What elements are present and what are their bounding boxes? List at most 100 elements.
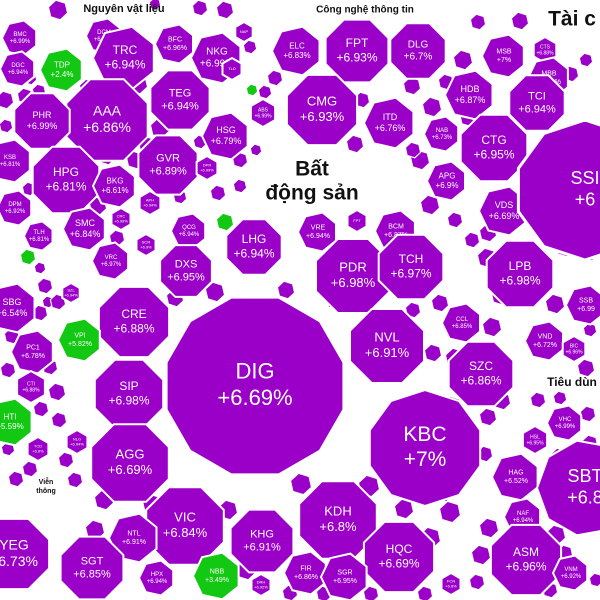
stock-cell-vhc[interactable]: VHC+6.99% — [545, 404, 583, 442]
stock-cell-dpm[interactable]: DPM+6.92% — [0, 189, 33, 227]
stock-cell-szc[interactable]: SZC+6.86% — [447, 340, 515, 408]
stock-cell-ctg[interactable]: CTG+6.95% — [459, 113, 529, 183]
stock-cell-small[interactable] — [416, 585, 434, 600]
stock-cell-szl[interactable]: SZL+6.94% — [61, 281, 81, 305]
stock-cell-small[interactable] — [578, 52, 594, 68]
stock-cell-fpt[interactable]: FPT — [346, 208, 368, 234]
stock-cell-scr[interactable]: SCR+6.9% — [135, 232, 157, 258]
stock-cell-vds[interactable]: VDS+6.69% — [477, 185, 528, 237]
stock-cell-ksb[interactable]: KSB+6.81% — [0, 138, 31, 184]
stock-cell-dlg[interactable]: DLG+6.7% — [389, 22, 447, 80]
stock-cell-tch[interactable]: TCH+6.97% — [377, 233, 445, 301]
stock-cell-sgr[interactable]: SGR+6.95% — [319, 552, 368, 600]
stock-cell-vpi[interactable]: VPI+5.82% — [56, 317, 101, 363]
stock-cell-agg[interactable]: AGG+6.69% — [90, 423, 170, 503]
stock-cell-tlh[interactable]: TLH+6.81% — [22, 220, 54, 252]
stock-cell-vnm[interactable]: VNM+6.92% — [551, 554, 589, 592]
stock-cell-small[interactable] — [404, 141, 422, 159]
stock-cell-hpx[interactable]: HPX+6.94% — [137, 559, 175, 597]
stock-cell-tdp[interactable]: TDP+2.4% — [38, 47, 83, 93]
stock-cell-apg[interactable]: APG+6.9% — [425, 160, 466, 202]
stock-cell-aph[interactable]: APH+6.94% — [138, 189, 162, 217]
stock-cell-fcn[interactable]: FCN+6.8% — [440, 571, 462, 597]
stock-cell-small[interactable] — [19, 248, 37, 266]
stock-cell-small[interactable] — [468, 573, 486, 591]
stock-cell-small[interactable] — [215, 0, 235, 20]
stock-cell-small[interactable] — [276, 280, 296, 300]
stock-cell-small[interactable] — [33, 261, 47, 275]
stock-cell-dig[interactable]: DIG+6.69% — [164, 295, 346, 477]
stock-cell-vnd[interactable]: VND+6.72% — [523, 320, 564, 362]
stock-cell-small[interactable] — [452, 49, 474, 71]
stock-cell-lpb[interactable]: LPB+6.98% — [485, 239, 555, 309]
stock-cell-cmg[interactable]: CMG+6.93% — [285, 73, 359, 147]
stock-cell-bic[interactable]: BIC+6.96% — [561, 334, 587, 364]
stock-cell-hdb[interactable]: HDB+6.87% — [443, 69, 494, 121]
stock-cell-small[interactable] — [463, 231, 481, 249]
stock-cell-ntl[interactable]: NTL+6.91% — [107, 512, 158, 564]
stock-cell-hqc[interactable]: HQC+6.69% — [362, 520, 436, 594]
stock-cell-small[interactable] — [0, 118, 14, 134]
stock-cell-small[interactable] — [469, 13, 487, 31]
stock-cell-bfc[interactable]: BFC+6.96% — [153, 23, 194, 65]
stock-cell-small[interactable] — [50, 411, 68, 429]
stock-cell-ssb[interactable]: SSB+6.99 — [564, 284, 600, 326]
stock-cell-ccl[interactable]: CCL+6.85% — [440, 302, 481, 344]
stock-cell-small[interactable] — [404, 301, 422, 319]
stock-cell-ssi[interactable]: SSI+6 — [516, 118, 600, 262]
stock-cell-nap[interactable]: NAP — [234, 20, 254, 44]
stock-cell-hpg[interactable]: HPG+6.81% — [31, 145, 101, 215]
stock-cell-teg[interactable]: TEG +6.94% — [149, 69, 211, 131]
stock-cell-small[interactable] — [0, 90, 15, 110]
stock-cell-aaa[interactable]: AAA+6.86% — [65, 78, 149, 162]
stock-cell-small[interactable] — [510, 11, 530, 31]
stock-cell-small[interactable] — [47, 382, 67, 402]
stock-cell-small[interactable] — [576, 358, 596, 378]
stock-cell-sgt[interactable]: SGT +6.85% — [59, 535, 125, 600]
stock-cell-cti[interactable]: CTI+6.88% — [16, 369, 46, 405]
stock-cell-yeg[interactable]: YEG+6.73% — [0, 517, 51, 591]
stock-cell-small[interactable] — [579, 405, 597, 423]
stock-cell-nab[interactable]: NAB+6.73% — [422, 115, 460, 153]
stock-cell-small[interactable] — [588, 572, 600, 588]
stock-cell-dgc[interactable]: DGC+6.94% — [0, 50, 36, 88]
stock-cell-bkg[interactable]: BKG+6.61% — [91, 163, 136, 209]
stock-cell-kbc[interactable]: KBC+7% — [368, 388, 482, 508]
stock-cell-fpt[interactable]: FPT+6.93% — [324, 18, 390, 84]
stock-cell-small[interactable] — [438, 500, 462, 524]
stock-cell-lhg[interactable]: LHG+6.94% — [225, 218, 283, 276]
stock-cell-drh[interactable]: DRH+6.92% — [250, 572, 272, 598]
stock-cell-hti[interactable]: HTI+5.59% — [0, 397, 33, 447]
stock-cell-small[interactable] — [552, 390, 568, 406]
stock-cell-phr[interactable]: PHR+6.99% — [13, 92, 71, 150]
stock-cell-small[interactable] — [249, 143, 263, 157]
stock-cell-smc[interactable]: SMC+6.84% — [61, 206, 106, 252]
stock-cell-small[interactable] — [430, 293, 450, 313]
stock-cell-sbg[interactable]: SBG+6.54% — [0, 282, 36, 334]
stock-cell-small[interactable] — [470, 544, 492, 566]
stock-cell-vic[interactable]: VIC+6.84% — [145, 486, 225, 566]
stock-cell-small[interactable] — [32, 400, 50, 418]
stock-cell-cre[interactable]: CRE+6.88% — [97, 285, 171, 359]
stock-cell-small[interactable] — [289, 472, 313, 496]
stock-cell-msb[interactable]: MSB+7% — [480, 33, 525, 79]
stock-cell-small[interactable] — [242, 39, 258, 55]
stock-cell-nlg[interactable]: NLG+6.94% — [65, 428, 89, 456]
stock-cell-tcd[interactable]: TCD+6.6% — [26, 435, 50, 463]
stock-cell-small[interactable] — [421, 96, 443, 118]
stock-cell-tci[interactable]: TCI +6.94% — [508, 74, 566, 132]
stock-cell-small[interactable] — [209, 184, 227, 202]
stock-cell-small[interactable] — [21, 460, 39, 478]
stock-cell-small[interactable] — [232, 178, 248, 194]
stock-cell-small[interactable] — [148, 0, 162, 11]
stock-cell-nvl[interactable]: NVL+6.91% — [349, 308, 425, 384]
stock-cell-small[interactable] — [0, 361, 17, 379]
stock-cell-small[interactable] — [481, 316, 503, 338]
stock-cell-small[interactable] — [544, 293, 566, 315]
stock-cell-small[interactable] — [529, 391, 547, 409]
stock-cell-small[interactable] — [582, 322, 598, 338]
stock-cell-crc[interactable]: CRC+6.99% — [110, 206, 132, 232]
stock-cell-elc[interactable]: ELC+6.83% — [270, 25, 321, 77]
stock-cell-trc[interactable]: TRC+6.94% — [91, 25, 155, 91]
stock-cell-gvr[interactable]: GVR +6.89% — [137, 134, 199, 196]
